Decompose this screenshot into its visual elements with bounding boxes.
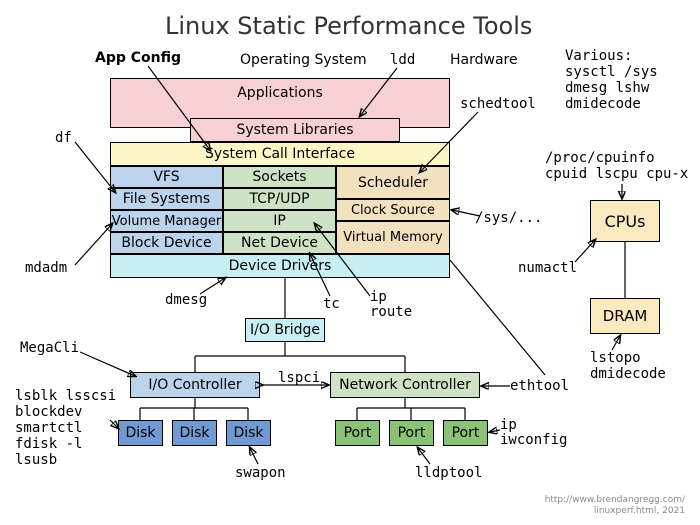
virtmem-box: Virtual Memory <box>336 221 450 254</box>
various-head: Various: <box>565 48 632 64</box>
df-label: df <box>55 130 72 146</box>
col-hw: Hardware <box>450 52 518 68</box>
iproute-label: ip route <box>370 290 412 320</box>
disk1-label: Disk <box>125 425 155 441</box>
disk1-box: Disk <box>118 420 163 446</box>
ipiw-label: ip iwconfig <box>500 418 567 448</box>
netctl-label: Network Controller <box>339 377 471 393</box>
vm-label: Volume Manager <box>112 214 221 229</box>
disk3-label: Disk <box>233 425 263 441</box>
dram-box: DRAM <box>590 298 660 334</box>
sockets-label: Sockets <box>252 169 306 185</box>
iobridge-label: I/O Bridge <box>250 322 320 338</box>
applications-label: Applications <box>237 85 323 101</box>
syscall-label: System Call Interface <box>205 146 355 162</box>
lstopo-label: lstopo dmidecode <box>590 350 666 382</box>
megacli-label: MegaCli <box>20 340 79 356</box>
port2-box: Port <box>389 420 434 446</box>
dmesg-label: dmesg <box>165 292 207 308</box>
clk-label: Clock Source <box>351 203 435 218</box>
ethtool-label: ethtool <box>510 378 569 394</box>
fs-box: File Systems <box>110 188 223 210</box>
vmem-label: Virtual Memory <box>343 231 442 245</box>
ip-label: IP <box>273 213 286 229</box>
tc-label: tc <box>323 296 340 312</box>
various-l3: dmidecode <box>565 96 641 112</box>
fs-label: File Systems <box>123 191 210 207</box>
various: Various: sysctl /sys dmesg lshw dmidecod… <box>565 48 658 112</box>
various-l1: sysctl /sys <box>565 64 658 80</box>
col-os: Operating System <box>240 52 367 68</box>
syslib-label: System Libraries <box>236 122 353 138</box>
port1-box: Port <box>335 420 380 446</box>
bd-label: Block Device <box>121 235 211 251</box>
ioctl-label: I/O Controller <box>148 377 241 393</box>
volmgr-box: Volume Manager <box>110 210 223 232</box>
cpuinfo-label: /proc/cpuinfo cpuid lscpu cpu-x <box>545 150 688 182</box>
scheduler-box: Scheduler <box>336 166 450 199</box>
ioctl-box: I/O Controller <box>130 372 260 398</box>
footer: http://www.brendangregg.com/ linuxperf.h… <box>545 495 685 517</box>
port2-label: Port <box>398 425 426 441</box>
iobridge-box: I/O Bridge <box>245 318 325 342</box>
lldptool-label: lldptool <box>415 465 482 481</box>
port1-label: Port <box>344 425 372 441</box>
port3-label: Port <box>452 425 480 441</box>
sockets-box: Sockets <box>223 166 336 188</box>
disktools-label: lsblk lsscsi blockdev smartctl fdisk -l … <box>15 388 116 468</box>
various-l2: dmesg lshw <box>565 80 649 96</box>
schedtool-label: schedtool <box>460 96 536 112</box>
syscall-box: System Call Interface <box>110 142 450 166</box>
vfs-box: VFS <box>110 166 223 188</box>
sys-label: /sys/... <box>475 210 542 226</box>
system-libraries-box: System Libraries <box>190 118 400 142</box>
cpus-box: CPUs <box>590 200 660 242</box>
lspci-label: lspci <box>278 370 320 386</box>
nd-label: Net Device <box>241 235 318 251</box>
dram-label: DRAM <box>603 307 648 325</box>
devicedrivers-box: Device Drivers <box>110 254 450 278</box>
clocksource-box: Clock Source <box>336 199 450 221</box>
dd-label: Device Drivers <box>229 258 332 274</box>
sched-label: Scheduler <box>358 175 428 191</box>
ldd-label: ldd <box>390 52 415 68</box>
mdadm-label: mdadm <box>25 260 67 276</box>
cpus-label: CPUs <box>605 212 646 231</box>
page-title: Linux Static Performance Tools <box>165 12 532 40</box>
appconfig-label: App Config <box>95 50 181 66</box>
tcp-box: TCP/UDP <box>223 188 336 210</box>
blockdev-box: Block Device <box>110 232 223 254</box>
disk2-box: Disk <box>172 420 217 446</box>
netctl-box: Network Controller <box>330 372 480 398</box>
disk3-box: Disk <box>226 420 271 446</box>
numactl-label: numactl <box>518 260 577 276</box>
vfs-label: VFS <box>153 169 179 185</box>
disk2-label: Disk <box>179 425 209 441</box>
ip-box: IP <box>223 210 336 232</box>
swapon-label: swapon <box>235 465 286 481</box>
port3-box: Port <box>443 420 488 446</box>
netdev-box: Net Device <box>223 232 336 254</box>
tcp-label: TCP/UDP <box>249 191 309 207</box>
